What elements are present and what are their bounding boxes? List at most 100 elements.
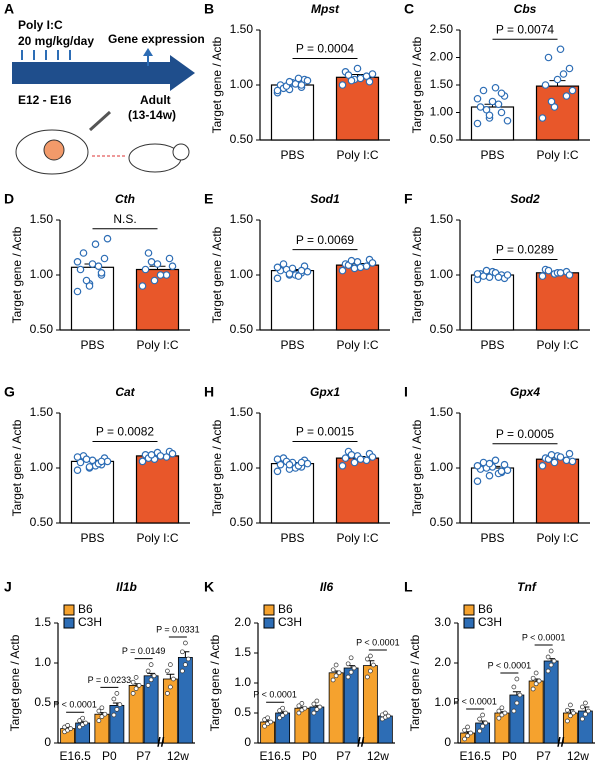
data-point <box>362 262 371 271</box>
data-point <box>568 86 577 95</box>
data-point <box>568 702 573 708</box>
data-point <box>468 730 473 736</box>
data-point <box>171 676 176 682</box>
y-tick-label: 2.0 <box>434 655 451 669</box>
data-point <box>347 76 356 85</box>
data-point <box>491 83 500 92</box>
chart-title: Cbs <box>514 2 537 16</box>
annotation: P = 0.0082 <box>96 425 154 439</box>
data-point <box>356 263 365 272</box>
x-tick-label: E16.5 <box>459 749 491 763</box>
data-point <box>368 259 377 267</box>
data-point <box>548 662 554 668</box>
x-tick-label: Poly I:C <box>336 338 378 352</box>
y-tick-label: 0.5 <box>234 705 251 719</box>
y-tick-label: 1.50 <box>230 212 254 226</box>
data-point <box>538 461 547 470</box>
y-tick-label: 0 <box>244 735 251 749</box>
data-point <box>303 267 312 276</box>
data-point <box>138 282 147 290</box>
data-point <box>114 691 120 696</box>
y-tick-label: 0.50 <box>430 515 454 529</box>
data-point <box>102 711 108 717</box>
data-point <box>147 257 156 266</box>
annotation: P < 0.0001 <box>522 632 566 642</box>
x-tick-label: Poly I:C <box>536 148 578 162</box>
data-point <box>114 707 120 712</box>
data-point <box>559 70 568 78</box>
x-tick-label: Poly I:C <box>536 338 578 352</box>
x-tick-label: PBS <box>480 531 504 545</box>
y-axis-label: Target gene / Actb <box>410 419 424 516</box>
data-point <box>333 673 339 679</box>
data-point <box>333 662 339 668</box>
x-tick-label: PBS <box>280 338 304 352</box>
data-point <box>462 727 467 733</box>
data-point <box>571 710 576 716</box>
data-point <box>536 678 542 684</box>
bar <box>328 672 344 744</box>
panel-label: H <box>204 384 214 400</box>
x-tick-label: PBS <box>480 148 504 162</box>
data-point <box>362 456 371 465</box>
y-tick-label: 1.50 <box>30 405 54 419</box>
adult-age: (13-14w) <box>128 108 176 122</box>
data-point <box>565 64 574 73</box>
chart-title: Sod2 <box>510 192 540 206</box>
data-point <box>150 276 159 285</box>
chart-title: Sod1 <box>310 192 340 206</box>
data-point <box>503 271 512 279</box>
data-point <box>168 262 177 271</box>
chart-title: Il1b <box>116 580 137 594</box>
data-point <box>299 701 305 706</box>
annotation: P < 0.0001 <box>53 700 97 710</box>
data-point <box>297 266 306 275</box>
data-point <box>383 710 388 716</box>
y-tick-label: 0 <box>44 735 51 749</box>
data-point <box>183 662 188 667</box>
data-point <box>186 656 191 662</box>
data-point <box>345 674 351 680</box>
data-point <box>83 720 88 726</box>
data-point <box>345 661 351 667</box>
data-point <box>347 450 356 459</box>
y-axis-label: Target gene / Actb <box>410 226 424 323</box>
data-point <box>97 457 106 466</box>
legend-label: B6 <box>278 602 293 616</box>
x-tick-label: P0 <box>502 749 517 763</box>
bar <box>70 266 115 331</box>
y-tick-label: 1.50 <box>430 405 454 419</box>
annotation: N.S. <box>113 212 136 226</box>
annotation: P = 0.0005 <box>496 427 554 441</box>
data-point <box>133 686 139 691</box>
panel-label: E <box>204 191 213 207</box>
legend-swatch <box>263 604 275 616</box>
x-tick-label: P0 <box>102 749 117 763</box>
data-point <box>568 713 573 719</box>
data-point <box>350 264 359 273</box>
legend-swatch <box>63 604 75 616</box>
data-point <box>473 119 482 128</box>
data-point <box>96 708 102 714</box>
data-point <box>148 677 154 683</box>
data-point <box>368 668 373 674</box>
data-point <box>350 458 359 467</box>
data-point <box>473 270 482 278</box>
data-point <box>514 676 520 682</box>
y-tick-label: 0 <box>444 735 451 749</box>
legend-swatch <box>263 617 275 629</box>
data-point <box>145 668 151 674</box>
data-point <box>348 669 354 675</box>
data-point <box>273 274 282 283</box>
data-point <box>151 673 157 679</box>
error-bar <box>147 672 156 676</box>
y-axis-label: Target gene / Actb <box>210 226 224 323</box>
data-point <box>368 653 373 659</box>
y-tick-label: 1.00 <box>430 105 454 119</box>
panel-label: J <box>4 579 12 595</box>
data-point <box>491 456 500 465</box>
bar <box>335 264 380 331</box>
chart-title: Gpx1 <box>310 385 340 399</box>
